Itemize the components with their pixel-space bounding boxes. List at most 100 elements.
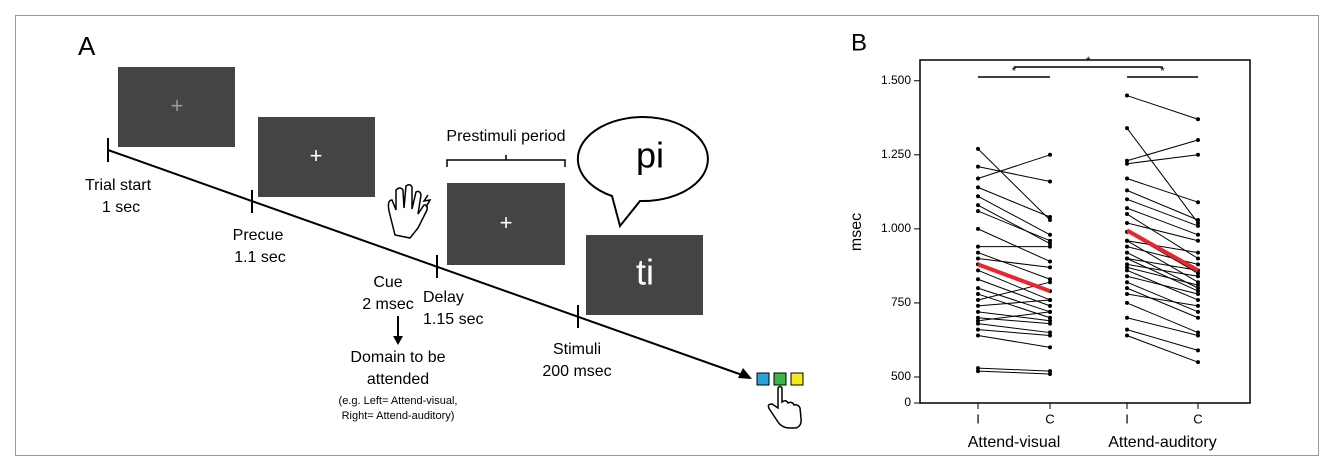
y-tick-label: 1.500	[881, 73, 911, 87]
point	[1048, 334, 1052, 338]
point	[1048, 372, 1052, 376]
event-duration: 1 sec	[102, 199, 140, 216]
hand-icon	[388, 185, 427, 238]
mean-line	[978, 264, 1050, 291]
screen-text: +	[171, 93, 184, 118]
group-label: Attend-visual	[968, 434, 1061, 451]
pair-line	[1127, 276, 1198, 294]
pair-line	[978, 371, 1050, 374]
point	[1196, 262, 1200, 266]
pair-line	[1127, 128, 1198, 223]
point	[1125, 212, 1129, 216]
point	[1196, 239, 1200, 243]
point	[1196, 360, 1200, 364]
y-tick-label: 500	[891, 369, 911, 383]
point	[976, 286, 980, 290]
x-tick-label: C	[1193, 411, 1202, 426]
point	[1048, 233, 1052, 237]
pair-line	[978, 336, 1050, 348]
pair-line	[978, 205, 1050, 244]
point	[976, 304, 980, 308]
event-duration: 200 msec	[542, 363, 611, 380]
point	[1125, 197, 1129, 201]
significance-label: *	[1086, 54, 1091, 68]
point	[976, 194, 980, 198]
point	[1196, 117, 1200, 121]
key	[774, 373, 786, 385]
point	[1125, 188, 1129, 192]
point	[1048, 298, 1052, 302]
bracket-label: Prestimuli period	[446, 128, 565, 145]
point	[1125, 292, 1129, 296]
key	[757, 373, 769, 385]
point	[976, 251, 980, 255]
point	[1196, 153, 1200, 157]
point	[976, 268, 980, 272]
event-label: Precue	[233, 227, 284, 244]
pair-line	[978, 330, 1050, 336]
point	[1125, 239, 1129, 243]
point	[1125, 126, 1129, 130]
point	[976, 165, 980, 169]
point	[1196, 298, 1200, 302]
point	[1048, 179, 1052, 183]
point	[1125, 177, 1129, 181]
point	[1125, 334, 1129, 338]
point	[1125, 280, 1129, 284]
point	[1125, 162, 1129, 166]
example-note: (e.g. Left= Attend-visual,	[339, 395, 458, 407]
point	[1196, 310, 1200, 314]
point	[1125, 221, 1129, 225]
screen-text: +	[310, 143, 323, 168]
pair-line	[1127, 96, 1198, 120]
event-duration: 1.15 sec	[423, 311, 483, 328]
point	[1125, 94, 1129, 98]
point	[1048, 265, 1052, 269]
point	[976, 185, 980, 189]
speech-text: pi	[636, 135, 664, 176]
domain-note: attended	[367, 371, 429, 388]
point	[976, 147, 980, 151]
point	[1125, 274, 1129, 278]
key	[791, 373, 803, 385]
pointer-hand	[768, 387, 801, 429]
point	[1196, 274, 1200, 278]
event-label: Cue	[373, 274, 402, 291]
pair-line	[978, 300, 1050, 306]
point	[1196, 251, 1200, 255]
panel-label: A	[78, 31, 96, 61]
event-label: Delay	[423, 289, 464, 306]
pair-line	[978, 368, 1050, 371]
screen-text: +	[500, 210, 513, 235]
event-label: Stimuli	[553, 341, 601, 358]
point	[1048, 322, 1052, 326]
point	[1048, 259, 1052, 263]
y-tick-label: 750	[891, 295, 911, 309]
point	[1196, 224, 1200, 228]
bracket	[447, 155, 565, 167]
point	[1196, 292, 1200, 296]
point	[1125, 206, 1129, 210]
point	[1196, 138, 1200, 142]
point	[1125, 328, 1129, 332]
point	[1048, 245, 1052, 249]
point	[1125, 256, 1129, 260]
example-note: Right= Attend-auditory)	[342, 410, 455, 422]
point	[1196, 233, 1200, 237]
point	[976, 369, 980, 373]
point	[976, 334, 980, 338]
point	[976, 277, 980, 281]
point	[1196, 316, 1200, 320]
y-tick-label: 0	[904, 395, 911, 409]
point	[1048, 310, 1052, 314]
point	[976, 310, 980, 314]
domain-note: Domain to be	[350, 349, 445, 366]
point	[1125, 251, 1129, 255]
x-tick-label: I	[976, 411, 980, 426]
point	[976, 322, 980, 326]
pair-line	[978, 155, 1050, 179]
point	[976, 292, 980, 296]
point	[1048, 345, 1052, 349]
y-tick-label: 1.000	[881, 221, 911, 235]
point	[1125, 301, 1129, 305]
